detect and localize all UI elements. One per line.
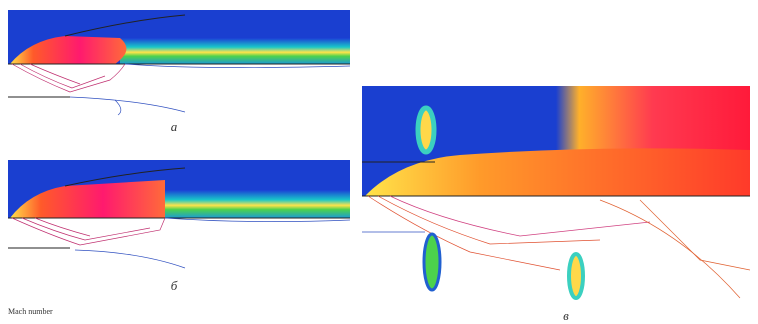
panel-b: б xyxy=(8,160,350,293)
plume xyxy=(120,38,350,64)
panel-label: а xyxy=(171,119,178,134)
panel-label: б xyxy=(171,278,178,293)
plume xyxy=(165,190,350,218)
figure: а б в Mach number xyxy=(0,0,758,324)
shock-cell xyxy=(418,108,434,152)
panel-a: а xyxy=(8,10,350,134)
contours xyxy=(12,218,350,268)
panel-label: в xyxy=(563,308,569,323)
panel-c: в xyxy=(362,86,750,323)
contours xyxy=(12,64,350,115)
legend-title: Mach number xyxy=(8,307,53,316)
contours xyxy=(362,196,750,298)
shock-cell xyxy=(424,234,440,290)
shock-cell xyxy=(569,254,583,298)
